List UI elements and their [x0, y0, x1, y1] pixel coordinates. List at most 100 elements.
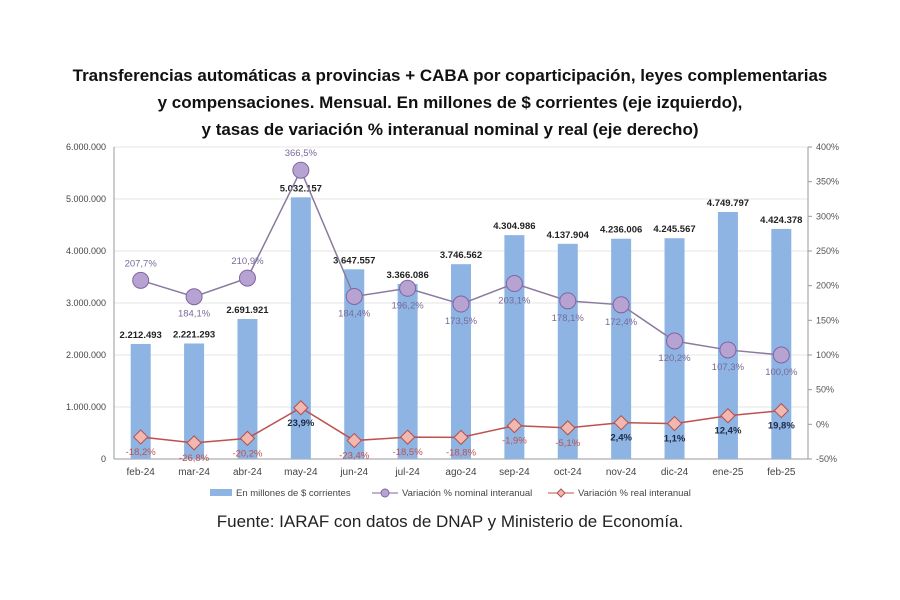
right-tick-label: 350%: [816, 177, 839, 187]
real-label: -5,1%: [555, 438, 580, 449]
real-marker: [453, 429, 469, 446]
right-tick-label: -50%: [816, 454, 837, 464]
left-tick-label: 6.000.000: [66, 142, 106, 152]
real-marker: [399, 429, 416, 445]
nominal-label: 172,4%: [605, 317, 638, 328]
bar-label: 5.032.157: [280, 183, 322, 194]
right-tick-label: 200%: [816, 281, 839, 291]
left-tick-label: 2.000.000: [66, 350, 106, 360]
real-marker: [560, 420, 576, 436]
bar: [290, 197, 311, 460]
legend-bar-swatch: [210, 489, 232, 496]
bar: [237, 319, 258, 459]
nominal-marker: [399, 279, 417, 297]
legend-real-label: Variación % real interanual: [578, 488, 691, 499]
nominal-marker: [719, 341, 737, 359]
real-label: 23,9%: [287, 418, 314, 429]
right-tick-label: 0%: [816, 419, 829, 429]
left-tick-label: 0: [101, 454, 106, 464]
x-tick-label: dic-24: [661, 467, 689, 478]
nominal-marker: [185, 288, 203, 306]
real-label: 2,4%: [610, 433, 632, 444]
real-label: -26,8%: [179, 453, 210, 464]
bar: [451, 264, 471, 459]
real-marker: [613, 414, 629, 431]
left-tick-label: 4.000.000: [66, 246, 106, 256]
bar: [397, 283, 418, 459]
nominal-marker: [238, 269, 256, 287]
x-tick-label: jul-24: [394, 467, 420, 478]
nominal-marker: [505, 275, 523, 293]
real-marker: [293, 400, 309, 416]
real-marker: [506, 417, 523, 434]
real-label: -23,4%: [339, 451, 370, 462]
nominal-label: 366,5%: [285, 148, 318, 159]
bar-label: 4.304.986: [493, 221, 535, 232]
bar: [184, 343, 205, 459]
legend-bar-label: En millones de $ corrientes: [236, 488, 351, 499]
title-line-3: y tasas de variación % interanual nomina…: [201, 120, 699, 139]
legend-real-marker: [556, 488, 566, 498]
nominal-label: 184,4%: [338, 308, 371, 319]
bar-label: 4.245.567: [653, 224, 695, 235]
nominal-marker: [292, 161, 310, 179]
x-tick-label: ago-24: [445, 467, 477, 478]
bar-label: 3.746.562: [440, 250, 482, 261]
x-tick-label: abr-24: [233, 467, 262, 478]
nominal-marker: [132, 271, 150, 289]
real-marker: [346, 432, 362, 449]
nominal-marker: [612, 296, 630, 314]
real-label: 1,1%: [664, 434, 686, 445]
bar: [344, 269, 365, 459]
real-marker: [773, 402, 790, 419]
bar: [611, 238, 632, 459]
x-tick-label: mar-24: [178, 467, 210, 478]
real-label: 19,8%: [768, 421, 795, 432]
right-tick-label: 250%: [816, 246, 839, 256]
nominal-label: 184,1%: [178, 309, 211, 320]
x-tick-label: jun-24: [339, 467, 368, 478]
nominal-label: 120,2%: [658, 353, 691, 364]
x-tick-label: nov-24: [606, 467, 637, 478]
bar: [504, 235, 525, 459]
x-tick-label: sep-24: [499, 467, 530, 478]
nominal-label: 173,5%: [445, 316, 478, 327]
nominal-label: 178,1%: [552, 313, 585, 324]
nominal-marker: [345, 287, 363, 305]
nominal-label: 100,0%: [765, 367, 798, 378]
x-tick-label: may-24: [284, 467, 318, 478]
left-tick-label: 5.000.000: [66, 194, 106, 204]
right-tick-label: 150%: [816, 315, 839, 325]
title-line-1: Transferencias automáticas a provincias …: [72, 66, 828, 85]
bar-label: 4.236.006: [600, 225, 642, 236]
real-marker: [132, 429, 149, 445]
right-tick-label: 300%: [816, 211, 839, 221]
x-tick-label: feb-24: [127, 467, 156, 478]
x-tick-label: feb-25: [767, 467, 796, 478]
legend-nominal-label: Variación % nominal interanual: [402, 488, 532, 499]
x-tick-label: oct-24: [554, 467, 582, 478]
bar-label: 2.221.293: [173, 329, 215, 340]
real-label: -18,5%: [393, 447, 424, 458]
real-label: -20,2%: [232, 448, 263, 459]
bar-label: 2.691.921: [226, 305, 269, 316]
source-note: Fuente: IARAF con datos de DNAP y Minist…: [216, 512, 684, 531]
bar: [130, 343, 151, 459]
bar: [717, 212, 738, 459]
bar-label: 4.424.378: [760, 215, 802, 226]
right-tick-label: 100%: [816, 350, 839, 360]
legend-nominal-marker: [380, 488, 390, 498]
bar-label: 4.137.904: [547, 230, 590, 241]
real-marker: [720, 408, 736, 424]
nominal-marker: [772, 346, 790, 364]
real-marker: [666, 415, 683, 432]
nominal-marker: [452, 295, 470, 313]
nominal-label: 210,9%: [231, 256, 264, 267]
bar-label: 2.212.493: [120, 330, 162, 341]
bar-label: 4.749.797: [707, 198, 749, 209]
left-tick-label: 3.000.000: [66, 298, 106, 308]
nominal-label: 207,7%: [125, 258, 158, 269]
real-label: -1,9%: [502, 436, 527, 447]
nominal-marker: [559, 292, 577, 310]
nominal-marker: [666, 332, 684, 350]
